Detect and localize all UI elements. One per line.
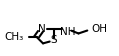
Text: NH: NH [60,27,75,37]
Text: CH₃: CH₃ [5,32,24,42]
Text: S: S [51,35,57,45]
Text: OH: OH [91,24,107,34]
Text: N: N [38,24,46,34]
